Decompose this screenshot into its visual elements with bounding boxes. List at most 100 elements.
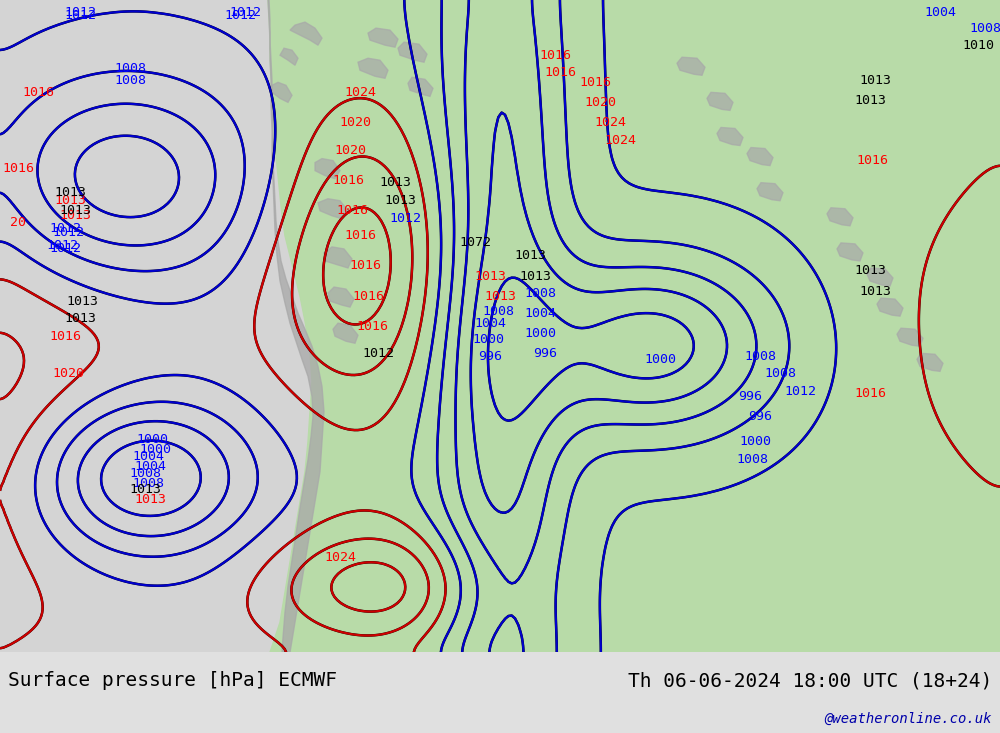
Text: 996: 996: [533, 347, 557, 360]
Polygon shape: [368, 28, 398, 47]
Text: 1008: 1008: [744, 350, 776, 363]
Text: 1012: 1012: [229, 6, 261, 18]
Text: 1004: 1004: [924, 6, 956, 18]
Polygon shape: [877, 298, 903, 316]
Polygon shape: [707, 92, 733, 111]
Polygon shape: [717, 128, 743, 146]
Text: 1012: 1012: [64, 9, 96, 21]
Text: 1008: 1008: [482, 305, 514, 317]
Polygon shape: [272, 82, 292, 103]
Text: 1010: 1010: [962, 39, 994, 51]
Text: 1000: 1000: [472, 333, 504, 346]
Text: 1012: 1012: [64, 6, 96, 18]
Text: 1008: 1008: [129, 467, 161, 480]
Polygon shape: [867, 268, 893, 286]
Text: 1012: 1012: [46, 240, 78, 252]
Text: 1008: 1008: [764, 366, 796, 380]
Text: 1020: 1020: [339, 116, 371, 129]
Text: 1016: 1016: [349, 259, 381, 273]
Text: 1016: 1016: [356, 320, 388, 333]
Text: 1013: 1013: [484, 290, 516, 303]
Text: 1016: 1016: [579, 75, 611, 89]
Text: 1013: 1013: [859, 74, 891, 86]
Text: 1000: 1000: [136, 433, 168, 446]
Text: 1000: 1000: [139, 443, 171, 456]
Text: 1016: 1016: [332, 174, 364, 187]
Text: 1016: 1016: [22, 86, 54, 99]
Text: 1016: 1016: [344, 229, 376, 243]
Text: 1016: 1016: [2, 162, 34, 175]
Text: 1013: 1013: [854, 94, 886, 107]
Text: Surface pressure [hPa] ECMWF: Surface pressure [hPa] ECMWF: [8, 671, 337, 690]
Text: 1024: 1024: [604, 134, 636, 147]
Text: 1008: 1008: [969, 21, 1000, 34]
Text: 1072: 1072: [459, 236, 491, 249]
Text: 1004: 1004: [524, 306, 556, 320]
Text: 1012: 1012: [389, 213, 421, 225]
Text: 1013: 1013: [54, 186, 86, 199]
Text: 1016: 1016: [352, 290, 384, 303]
Text: 1013: 1013: [54, 194, 86, 207]
Text: 1016: 1016: [544, 66, 576, 78]
Text: 1012: 1012: [49, 243, 81, 255]
Polygon shape: [677, 57, 705, 75]
Text: 1013: 1013: [66, 295, 98, 308]
Text: 1020: 1020: [584, 96, 616, 109]
Text: 1004: 1004: [132, 450, 164, 463]
Text: 1013: 1013: [854, 265, 886, 278]
Text: 1016: 1016: [336, 205, 368, 217]
Text: 1013: 1013: [59, 205, 91, 217]
Text: 1012: 1012: [49, 222, 81, 235]
Text: 1000: 1000: [644, 353, 676, 366]
Polygon shape: [398, 43, 427, 62]
Polygon shape: [318, 199, 348, 218]
Text: 1013: 1013: [59, 210, 91, 222]
Text: 1024: 1024: [324, 550, 356, 564]
Text: 1016: 1016: [539, 48, 571, 62]
Polygon shape: [358, 58, 388, 78]
Text: @weatheronline.co.uk: @weatheronline.co.uk: [824, 712, 992, 726]
Text: 1013: 1013: [514, 249, 546, 262]
Polygon shape: [290, 22, 322, 45]
Text: 996: 996: [738, 390, 762, 403]
Polygon shape: [917, 353, 943, 372]
Polygon shape: [268, 0, 324, 652]
Text: 1008: 1008: [114, 74, 146, 86]
Text: 1013: 1013: [379, 176, 411, 189]
Text: 1008: 1008: [736, 453, 768, 466]
Polygon shape: [408, 77, 433, 96]
Polygon shape: [897, 328, 923, 346]
Text: 1004: 1004: [474, 317, 506, 330]
Text: 1013: 1013: [129, 483, 161, 496]
Polygon shape: [747, 147, 773, 166]
Text: 1016: 1016: [854, 387, 886, 400]
Polygon shape: [827, 207, 853, 226]
Polygon shape: [333, 323, 358, 343]
Text: 1000: 1000: [739, 435, 771, 448]
Polygon shape: [280, 48, 298, 65]
Text: 1012: 1012: [224, 9, 256, 21]
Text: 1012: 1012: [362, 347, 394, 360]
Polygon shape: [328, 287, 354, 307]
Text: 1008: 1008: [114, 62, 146, 75]
Text: 1013: 1013: [134, 493, 166, 507]
Polygon shape: [268, 0, 1000, 652]
Text: 1016: 1016: [856, 154, 888, 167]
Text: 996: 996: [748, 410, 772, 423]
Text: 1013: 1013: [64, 312, 96, 325]
Polygon shape: [757, 183, 783, 201]
Text: 1012: 1012: [784, 385, 816, 398]
Text: 996: 996: [478, 350, 502, 363]
Text: 1020: 1020: [334, 144, 366, 157]
Text: 1008: 1008: [524, 287, 556, 300]
Text: 1024: 1024: [344, 86, 376, 99]
Text: 1008: 1008: [132, 477, 164, 490]
Text: 1013: 1013: [519, 270, 551, 282]
Text: 20: 20: [10, 216, 26, 229]
Text: 1024: 1024: [594, 116, 626, 129]
Text: 1013: 1013: [474, 270, 506, 282]
Polygon shape: [837, 243, 863, 261]
Text: 1013: 1013: [384, 194, 416, 207]
Text: 1000: 1000: [524, 327, 556, 339]
Text: 1016: 1016: [49, 330, 81, 343]
